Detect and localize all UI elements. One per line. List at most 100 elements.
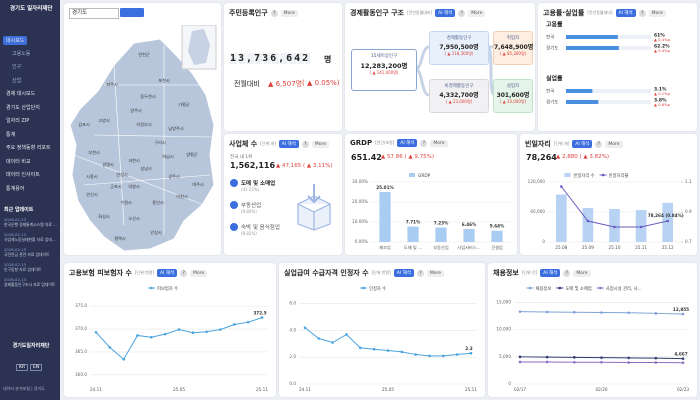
region-border — [73, 154, 205, 206]
help-icon[interactable]: ? — [595, 140, 603, 148]
box-icon — [297, 195, 331, 231]
recent-date: 2026-02-13 — [4, 247, 27, 252]
x-tick-label: 02/20 — [595, 387, 607, 392]
node-label: 경제활동인구 — [446, 36, 472, 41]
point — [317, 337, 321, 340]
bar — [407, 226, 419, 242]
more-button[interactable]: More — [648, 9, 666, 17]
menu-item[interactable]: 데이터 비교 — [6, 158, 31, 165]
ai-button[interactable]: AI 해석 — [572, 140, 593, 148]
menu-item[interactable]: 통계 — [6, 131, 16, 138]
headline-value: 78,264 — [526, 153, 557, 162]
ai-button[interactable]: AI 해석 — [393, 269, 414, 277]
panel-unit: [단위:개] — [260, 141, 276, 146]
menu-item[interactable]: 대시보드 — [3, 36, 28, 45]
more-button[interactable]: More — [605, 140, 623, 148]
category-label: 전국 — [546, 34, 554, 41]
lang-button[interactable]: KR — [16, 364, 29, 371]
recent-text[interactable]: 경제활동인구조사 자료 업데이트 — [4, 282, 56, 287]
help-icon[interactable]: ? — [301, 140, 309, 148]
help-icon[interactable]: ? — [420, 139, 428, 147]
more-button[interactable]: More — [573, 269, 591, 277]
menu-item[interactable]: 데이터 인사이트 — [6, 172, 40, 178]
business-share: (8.82%) — [241, 231, 257, 236]
legend-label: 채용정보 — [536, 285, 552, 292]
bar-track — [566, 89, 651, 93]
help-icon[interactable]: ? — [638, 9, 646, 17]
menu-item[interactable]: 인구 — [12, 64, 22, 70]
point — [639, 225, 643, 229]
region-label: 평택시 — [114, 235, 126, 242]
hiring-panel: 채용정보 [단위:건] AI 해석? More 0 5,000 10,000 15,000 02… — [488, 263, 697, 397]
x-tick-label: 25.11 — [465, 387, 477, 392]
y-tick-label: 360.0 — [75, 372, 87, 377]
x-tick-label: 제조업 — [379, 244, 391, 251]
menu-item[interactable]: 경제 대시보드 — [6, 91, 36, 97]
menu-item[interactable]: 고용노동 — [12, 50, 31, 57]
point — [108, 346, 112, 349]
category-label: 경기도 — [546, 45, 558, 52]
menu-item[interactable]: 일자리 ZIP — [6, 118, 30, 124]
ai-button[interactable]: AI 해석 — [615, 9, 636, 17]
ai-button[interactable]: AI 해석 — [540, 269, 561, 277]
bar — [555, 194, 567, 242]
point — [627, 361, 630, 364]
value-label: 61% — [654, 33, 665, 39]
help-icon[interactable]: ? — [458, 9, 466, 17]
recent-text[interactable]: 사업체노동실태현황 자료 업데이트 — [4, 237, 57, 242]
region-label: 안양시 — [116, 171, 128, 177]
more-button[interactable]: More — [311, 140, 329, 148]
legend-dot — [150, 286, 153, 290]
panel-title: 채용정보 — [493, 269, 519, 277]
menu-item[interactable]: 통계용어 — [6, 185, 25, 192]
business-share: (9.84%) — [241, 209, 257, 214]
menu-item[interactable]: 경기도 산업단지 — [6, 104, 40, 111]
help-icon[interactable]: ? — [416, 269, 424, 277]
more-button[interactable]: More — [430, 139, 448, 147]
point — [600, 360, 603, 364]
legend-label: 빈일자리 수 — [574, 172, 595, 179]
ai-button[interactable]: AI 해석 — [397, 139, 418, 147]
point — [359, 346, 362, 350]
help-icon[interactable]: ? — [180, 269, 188, 277]
connector — [414, 67, 430, 97]
more-button[interactable]: More — [426, 269, 445, 277]
panel-unit: [연간/조원] — [375, 140, 395, 145]
x-tick-label: 25.11 — [635, 245, 647, 250]
value-label: 62.2% — [654, 44, 670, 50]
chart-svg: 0 60,000 120,000 0.7 0.9 1.1 25.08 25.09 25.10 25… — [528, 172, 692, 250]
region-border — [93, 134, 213, 138]
point — [573, 310, 576, 314]
region-label: 남양주시 — [168, 125, 184, 132]
region-border — [83, 174, 211, 186]
point — [681, 357, 685, 360]
more-button[interactable]: More — [190, 269, 208, 277]
recent-text[interactable]: 한국은행 경제통계시스템 자료 업데이트 — [4, 222, 57, 227]
point — [518, 355, 522, 359]
region-label: 양평군 — [186, 151, 198, 157]
region-select[interactable]: 경기도 — [69, 8, 119, 19]
point — [163, 332, 167, 336]
x-tick-label: 25.10 — [609, 245, 621, 250]
lang-button[interactable]: EN — [30, 364, 43, 371]
more-button[interactable]: More — [468, 9, 486, 17]
panel-title: 사업체 수 — [229, 140, 258, 148]
recent-text[interactable]: 국민연금 관련 자료 업데이트 — [4, 252, 50, 257]
help-icon[interactable]: ? — [563, 269, 571, 277]
ai-button[interactable]: AI 해석 — [435, 9, 456, 17]
play-controls[interactable] — [120, 8, 144, 17]
point — [233, 323, 236, 326]
ai-button[interactable]: AI 해석 — [278, 140, 299, 148]
legend-dot — [558, 286, 562, 290]
point — [518, 360, 522, 364]
x-tick-label: 건설업 — [491, 244, 503, 250]
ai-button[interactable]: AI 해석 — [157, 269, 178, 277]
region-label: 광명시 — [102, 161, 114, 167]
menu-item[interactable]: 주요 정책동향 리포트 — [6, 145, 51, 151]
menu-item[interactable]: 산업 — [12, 77, 22, 84]
recent-text[interactable]: 인구동향 자료 업데이트 — [4, 267, 42, 272]
more-button[interactable]: More — [280, 9, 298, 17]
help-icon[interactable]: ? — [270, 9, 278, 17]
